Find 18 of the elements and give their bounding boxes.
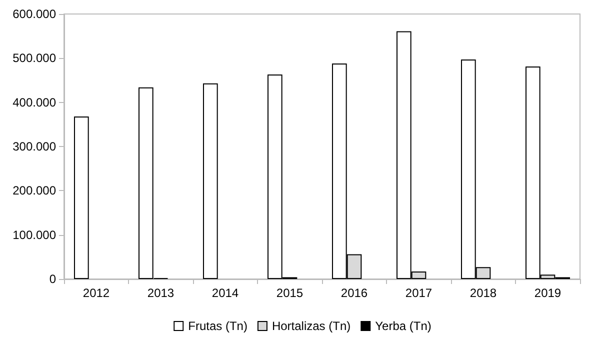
x-tick-label: 2018 xyxy=(470,286,497,300)
x-tick-label: 2016 xyxy=(340,286,368,300)
y-tick-label: 600.000 xyxy=(12,7,56,21)
x-tick-label: 2012 xyxy=(82,286,110,300)
legend-label: Frutas (Tn) xyxy=(188,319,248,333)
y-tick-label: 0 xyxy=(49,272,56,286)
y-tick-label: 200.000 xyxy=(12,184,56,198)
x-tick-label: 2013 xyxy=(147,286,174,300)
y-tick-label: 500.000 xyxy=(12,51,56,66)
y-tick-label: 300.000 xyxy=(12,140,56,154)
x-tick-label: 2017 xyxy=(405,286,432,300)
legend-label: Hortalizas (Tn) xyxy=(272,319,351,333)
x-tick-label: 2015 xyxy=(276,286,304,300)
y-tick-label: 400.000 xyxy=(12,95,56,110)
legend-label: Yerba (Tn) xyxy=(375,319,432,333)
y-tick-label: 100.000 xyxy=(12,228,56,242)
x-tick-label: 2019 xyxy=(534,286,562,300)
x-tick-label: 2014 xyxy=(212,286,239,300)
